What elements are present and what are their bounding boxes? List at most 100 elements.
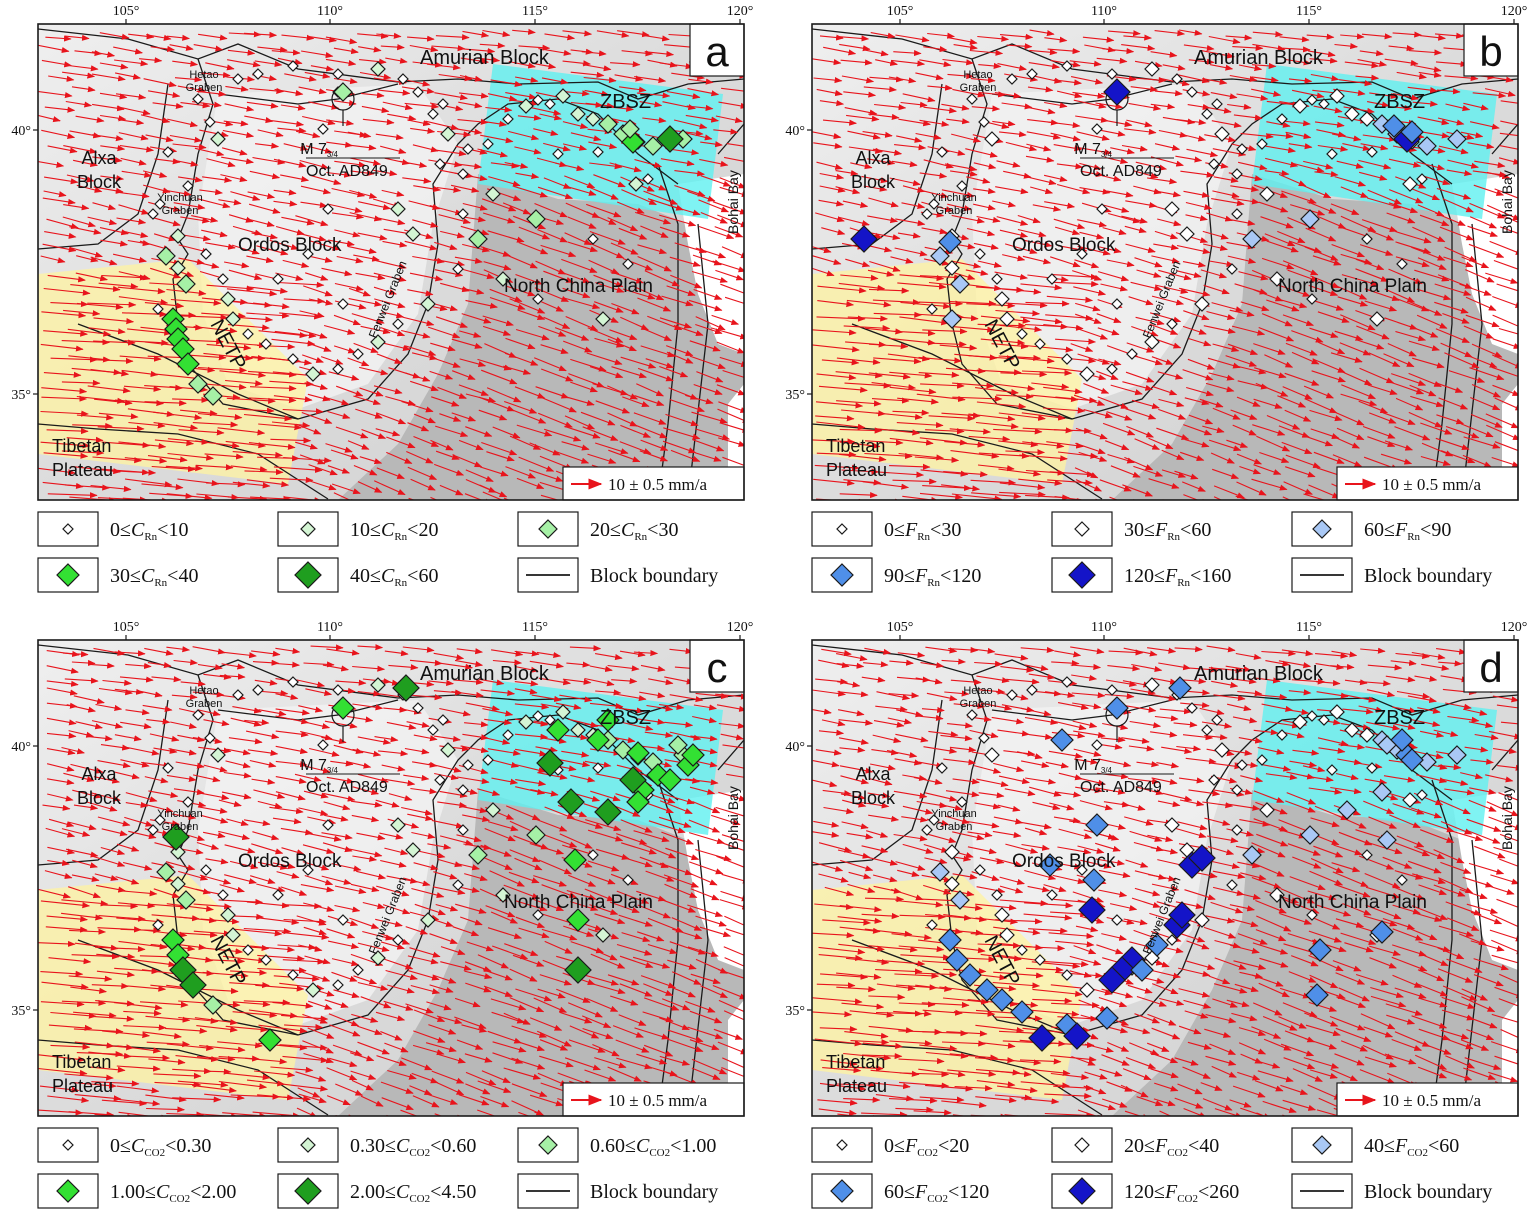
velocity-arrow bbox=[485, 106, 513, 113]
legend-label-lt: < bbox=[407, 519, 418, 541]
legend-block-boundary-label: Block boundary bbox=[1364, 565, 1492, 587]
velocity-arrow bbox=[118, 132, 149, 141]
velocity-arrow bbox=[100, 145, 126, 152]
velocity-arrow bbox=[686, 104, 714, 112]
velocity-arrow bbox=[634, 76, 667, 84]
map-label-quake_date: Oct. AD849 bbox=[1080, 163, 1162, 180]
map-panel-a: Amurian BlockHetaoGrabenAlxaBlockYinchua… bbox=[11, 4, 753, 501]
legend-label-upper: 160 bbox=[1201, 565, 1231, 587]
velocity-arrow bbox=[334, 99, 357, 107]
legend-label: 30≤FRn<60 bbox=[1124, 519, 1211, 543]
velocity-arrow bbox=[554, 162, 585, 172]
velocity-arrow bbox=[409, 44, 439, 53]
lon-tick-label: 115° bbox=[522, 620, 548, 635]
velocity-arrow bbox=[643, 190, 679, 205]
map-content: Amurian BlockHetaoGrabenAlxaBlockYinchua… bbox=[812, 640, 1518, 1116]
legend-label-gas: CO2 bbox=[409, 1147, 430, 1159]
velocity-arrow bbox=[99, 32, 130, 40]
legend-label: 10≤CRn<20 bbox=[350, 519, 438, 543]
velocity-arrow bbox=[642, 117, 667, 124]
legend-label-gas: CO2 bbox=[409, 1193, 430, 1205]
quake-magnitude-value: M 7 bbox=[300, 757, 327, 774]
legend-label-lower: 0 bbox=[110, 1135, 120, 1157]
velocity-arrow bbox=[62, 71, 96, 79]
block-boundary-line bbox=[217, 83, 399, 105]
scale-label: 10 ± 0.5 mm/a bbox=[608, 475, 707, 494]
velocity-arrow bbox=[117, 119, 145, 126]
legend-label: 40≤FCO2<60 bbox=[1364, 1135, 1459, 1159]
velocity-arrow bbox=[247, 191, 276, 200]
velocity-arrow bbox=[479, 42, 506, 49]
legend-label-lower: 20 bbox=[1124, 1135, 1144, 1157]
legend-label: 20≤CRn<30 bbox=[590, 519, 678, 543]
legend-label-lt: < bbox=[167, 565, 178, 587]
velocity-arrow bbox=[167, 118, 198, 128]
velocity-arrow bbox=[713, 128, 739, 135]
legend-label-lt: < bbox=[407, 565, 418, 587]
block-boundary-line bbox=[38, 28, 744, 100]
velocity-arrow bbox=[64, 34, 90, 41]
map-label-tibetan_2: Plateau bbox=[52, 1076, 113, 1096]
velocity-arrow bbox=[41, 59, 72, 68]
map-label-tibetan_1: Tibetan bbox=[826, 436, 885, 456]
velocity-arrow bbox=[641, 34, 670, 42]
legend-label-lt: < bbox=[430, 1135, 441, 1157]
legend-label-lower: 60 bbox=[884, 1181, 904, 1203]
legend-label-lower: 90 bbox=[884, 565, 904, 587]
velocity-arrow bbox=[230, 191, 261, 201]
velocity-arrow bbox=[295, 130, 321, 139]
velocity-arrow bbox=[247, 218, 275, 228]
velocity-arrow bbox=[565, 185, 597, 196]
velocity-arrow bbox=[659, 214, 697, 227]
map-content: Amurian BlockHetaoGrabenAlxaBlockYinchua… bbox=[38, 24, 744, 500]
velocity-arrow bbox=[100, 175, 125, 182]
velocity-arrow bbox=[562, 90, 590, 97]
velocity-arrow bbox=[462, 30, 490, 38]
map-panel-c: Amurian BlockHetaoGrabenAlxaBlockYinchua… bbox=[11, 620, 753, 1117]
velocity-arrow bbox=[44, 176, 79, 185]
velocity-arrow bbox=[349, 157, 382, 166]
legend-block-boundary-label: Block boundary bbox=[590, 565, 718, 587]
legend-label-lower: 40 bbox=[1364, 1135, 1384, 1157]
quake-magnitude-fraction: 3/4 bbox=[327, 150, 339, 159]
legend-label: 120≤FRn<160 bbox=[1124, 565, 1231, 589]
velocity-arrow bbox=[488, 176, 521, 187]
velocity-arrow bbox=[408, 200, 441, 210]
velocity-arrow bbox=[44, 106, 76, 113]
velocity-arrow bbox=[674, 184, 706, 197]
map-label-alxa_1: Alxa bbox=[81, 148, 117, 168]
velocity-arrow bbox=[1258, 499, 1261, 500]
velocity-arrow bbox=[541, 77, 569, 85]
velocity-arrow bbox=[75, 115, 105, 123]
map-label-alxa_2: Block bbox=[77, 788, 122, 808]
velocity-arrow bbox=[38, 91, 73, 99]
velocity-arrow bbox=[438, 73, 473, 82]
legend-label: 40≤CRn<60 bbox=[350, 565, 438, 589]
velocity-arrow bbox=[200, 71, 231, 78]
velocity-arrow bbox=[271, 49, 301, 56]
lon-tick-label: 105° bbox=[887, 4, 914, 19]
velocity-arrow bbox=[607, 217, 639, 232]
velocity-arrow bbox=[169, 44, 194, 51]
velocity-arrow bbox=[48, 75, 75, 82]
lon-tick-label: 110° bbox=[1091, 4, 1117, 19]
velocity-arrow bbox=[593, 174, 626, 188]
velocity-arrow bbox=[357, 32, 389, 40]
velocity-arrow bbox=[116, 106, 151, 116]
legend-label-gas: CO2 bbox=[1177, 1193, 1198, 1205]
map-label-ordos: Ordos Block bbox=[238, 851, 342, 872]
velocity-arrow bbox=[178, 176, 203, 183]
legend-label: 0≤FRn<30 bbox=[884, 519, 961, 543]
legend-label-gas: Rn bbox=[394, 531, 407, 543]
velocity-arrow bbox=[399, 160, 428, 169]
velocity-arrow bbox=[537, 186, 574, 200]
velocity-arrow bbox=[562, 143, 588, 151]
velocity-arrow bbox=[567, 216, 597, 229]
velocity-arrow bbox=[619, 86, 647, 93]
velocity-arrow bbox=[387, 113, 417, 122]
velocity-arrow bbox=[199, 129, 229, 138]
velocity-arrow bbox=[69, 226, 102, 235]
velocity-arrow bbox=[148, 201, 182, 212]
map-label-alxa_1: Alxa bbox=[855, 764, 891, 784]
lon-tick-label: 115° bbox=[522, 4, 548, 19]
